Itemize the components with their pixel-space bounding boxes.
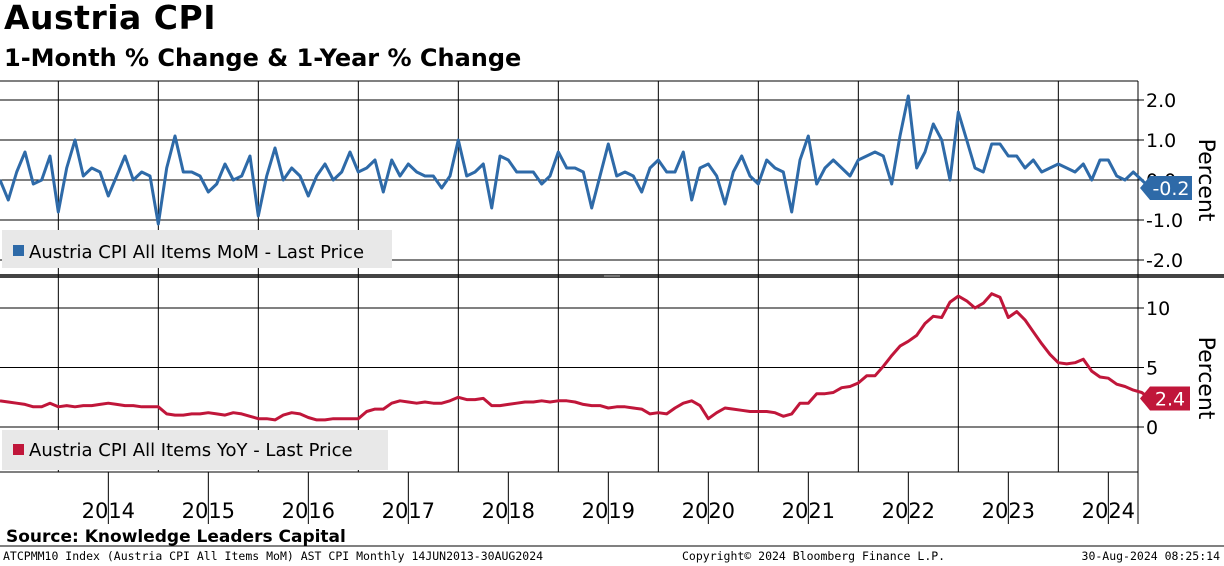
year-label: 2014 [82, 499, 135, 523]
yoy-legend-label: Austria CPI All Items YoY - Last Price [29, 440, 353, 461]
yoy-legend-swatch [13, 444, 24, 455]
timestamp: 30-Aug-2024 08:25:14 [1081, 549, 1220, 563]
top-ytick-label: 1.0 [1146, 130, 1176, 152]
mom-last-value: -0.2 [1152, 178, 1189, 200]
mom-series-line[interactable] [0, 94, 1152, 226]
top-y-axis-title: Percent [1193, 139, 1218, 222]
top-ytick-label: -2.0 [1146, 250, 1183, 272]
bottom-ytick-label: 5 [1146, 358, 1158, 380]
year-label: 2016 [282, 499, 335, 523]
bottom-ytick-label: 0 [1146, 417, 1158, 439]
bottom-panel-grid [0, 307, 1138, 428]
top-ytick-label: 2.0 [1146, 90, 1176, 112]
year-label: 2022 [882, 499, 935, 523]
mom-legend-label: Austria CPI All Items MoM - Last Price [29, 242, 364, 263]
mom-last-value-tag: -0.2 [1140, 176, 1192, 200]
year-label: 2024 [1082, 499, 1135, 523]
year-label: 2021 [782, 499, 835, 523]
chart-subtitle: 1-Month % Change & 1-Year % Change [4, 44, 522, 72]
source-note: Source: Knowledge Leaders Capital [6, 527, 346, 547]
year-label: 2020 [682, 499, 735, 523]
year-label: 2017 [382, 499, 435, 523]
yoy-last-value-tag: 2.4 [1140, 386, 1190, 411]
yoy-last-value: 2.4 [1155, 388, 1185, 410]
top-ytick-label: -1.0 [1146, 210, 1183, 232]
year-label: 2023 [982, 499, 1035, 523]
yoy-series-line[interactable] [0, 292, 1151, 422]
bottom-y-axis: 10 5 0 [1138, 298, 1170, 439]
chart-title: Austria CPI [4, 0, 216, 37]
mom-legend[interactable]: Austria CPI All Items MoM - Last Price [2, 230, 392, 268]
mom-legend-swatch [13, 245, 24, 256]
year-label: 2019 [582, 499, 635, 523]
ticker-info: ATCPMM10 Index (Austria CPI All Items Mo… [3, 549, 544, 563]
bottom-y-axis-title: Percent [1193, 337, 1218, 420]
copyright: Copyright© 2024 Bloomberg Finance L.P. [682, 549, 946, 563]
year-labels: 2014 2015 2016 2017 2018 2019 2020 2021 2022 2023… [82, 499, 1135, 523]
year-label: 2018 [482, 499, 535, 523]
yoy-legend[interactable]: Austria CPI All Items YoY - Last Price [2, 430, 388, 470]
bottom-ytick-label: 10 [1146, 298, 1170, 320]
year-label: 2015 [182, 499, 235, 523]
